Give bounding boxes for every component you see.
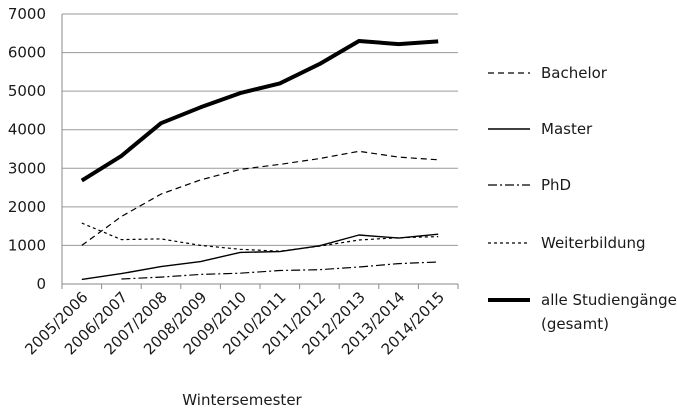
x-axis-title: Wintersemester [182, 391, 302, 409]
y-tick-label: 3000 [8, 159, 46, 177]
series-line-1 [81, 150, 439, 246]
y-tick-label: 7000 [8, 5, 46, 23]
gridlines [62, 13, 458, 246]
series-line-3 [121, 261, 439, 280]
series-line-2 [81, 233, 439, 281]
legend: Bachelor Master PhD Weiterbildung alle Studi… [488, 64, 677, 333]
series-lines [80, 39, 439, 281]
y-tick-label: 4000 [8, 121, 46, 139]
legend-label: (gesamt) [541, 315, 609, 333]
legend-label: alle Studiengänge [541, 291, 677, 309]
axes: 010002000300040005000600070002005/200620… [8, 5, 459, 358]
series-line-4 [81, 222, 439, 252]
y-tick-label: 0 [36, 275, 46, 293]
y-tick-label: 1000 [8, 236, 46, 254]
legend-label: Weiterbildung [541, 234, 646, 252]
y-tick-label: 6000 [8, 44, 46, 62]
legend-label: Bachelor [541, 64, 608, 82]
series-line-5 [80, 39, 439, 183]
legend-label: PhD [541, 176, 571, 194]
legend-label: Master [541, 120, 593, 138]
y-tick-label: 2000 [8, 198, 46, 216]
y-tick-label: 5000 [8, 82, 46, 100]
